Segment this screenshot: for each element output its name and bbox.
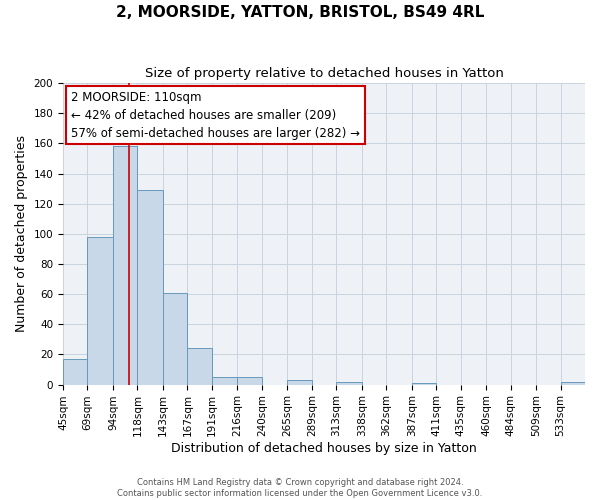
Title: Size of property relative to detached houses in Yatton: Size of property relative to detached ho… xyxy=(145,68,503,80)
Y-axis label: Number of detached properties: Number of detached properties xyxy=(15,136,28,332)
Bar xyxy=(212,377,238,384)
Text: Contains HM Land Registry data © Crown copyright and database right 2024.
Contai: Contains HM Land Registry data © Crown c… xyxy=(118,478,482,498)
Text: 2 MOORSIDE: 110sqm
← 42% of detached houses are smaller (209)
57% of semi-detach: 2 MOORSIDE: 110sqm ← 42% of detached hou… xyxy=(71,90,360,140)
Text: 2, MOORSIDE, YATTON, BRISTOL, BS49 4RL: 2, MOORSIDE, YATTON, BRISTOL, BS49 4RL xyxy=(116,5,484,20)
Bar xyxy=(238,377,262,384)
Bar xyxy=(187,348,212,384)
Bar xyxy=(287,380,312,384)
Bar xyxy=(88,237,113,384)
Bar xyxy=(163,292,187,384)
Bar xyxy=(137,190,163,384)
Bar xyxy=(336,382,362,384)
Bar xyxy=(113,146,137,384)
X-axis label: Distribution of detached houses by size in Yatton: Distribution of detached houses by size … xyxy=(171,442,477,455)
Bar xyxy=(63,359,88,384)
Bar xyxy=(560,382,585,384)
Bar xyxy=(412,383,436,384)
